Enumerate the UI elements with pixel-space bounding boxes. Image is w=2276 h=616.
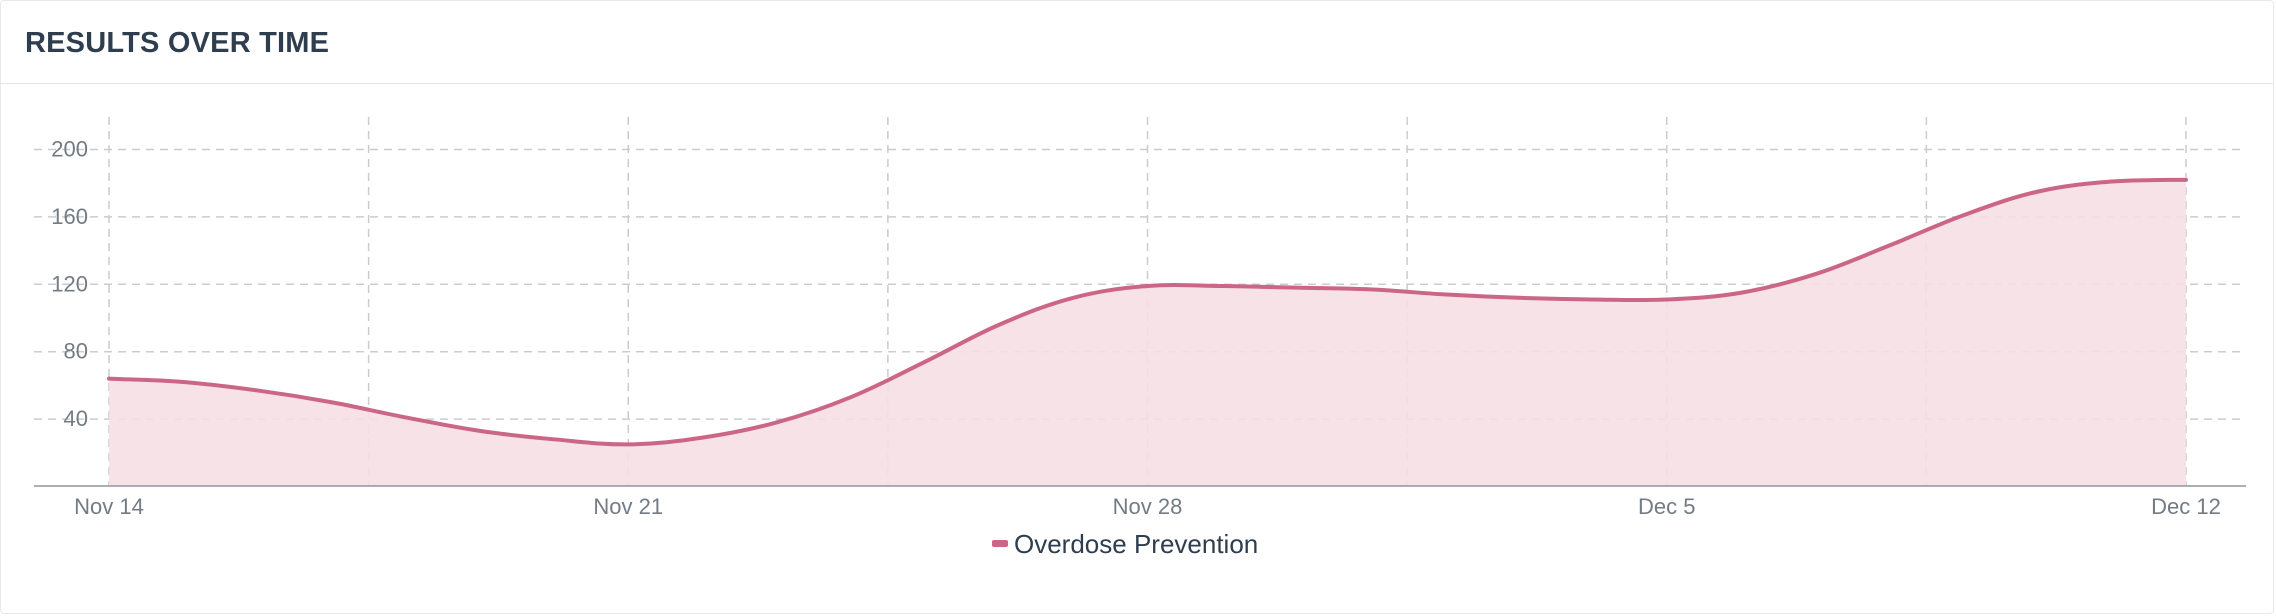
- y-tick-label: 200: [51, 137, 88, 162]
- y-tick-label: 80: [64, 339, 88, 364]
- series-area-fill: [109, 179, 2186, 486]
- x-tick-label: Nov 28: [1113, 494, 1183, 519]
- x-tick-label: Dec 12: [2151, 494, 2221, 519]
- legend-swatch: [992, 540, 1008, 547]
- y-tick-label: 160: [51, 204, 88, 229]
- series-line: [107, 177, 2188, 447]
- area-layer: [107, 177, 2188, 486]
- x-tick-label: Nov 14: [74, 494, 144, 519]
- x-tick-label: Dec 5: [1638, 494, 1695, 519]
- panel-header: RESULTS OVER TIME: [1, 1, 2273, 84]
- axes: 40 80 120 160 200 Nov 14 Nov 21 Nov 28 Dec 5 Dec …: [34, 137, 2246, 519]
- x-tick-label: Nov 21: [593, 494, 663, 519]
- y-tick-label: 40: [64, 406, 88, 431]
- legend[interactable]: Overdose Prevention: [992, 529, 1258, 559]
- legend-label[interactable]: Overdose Prevention: [1014, 529, 1258, 559]
- panel-title: RESULTS OVER TIME: [25, 27, 330, 59]
- y-tick-label: 120: [51, 271, 88, 296]
